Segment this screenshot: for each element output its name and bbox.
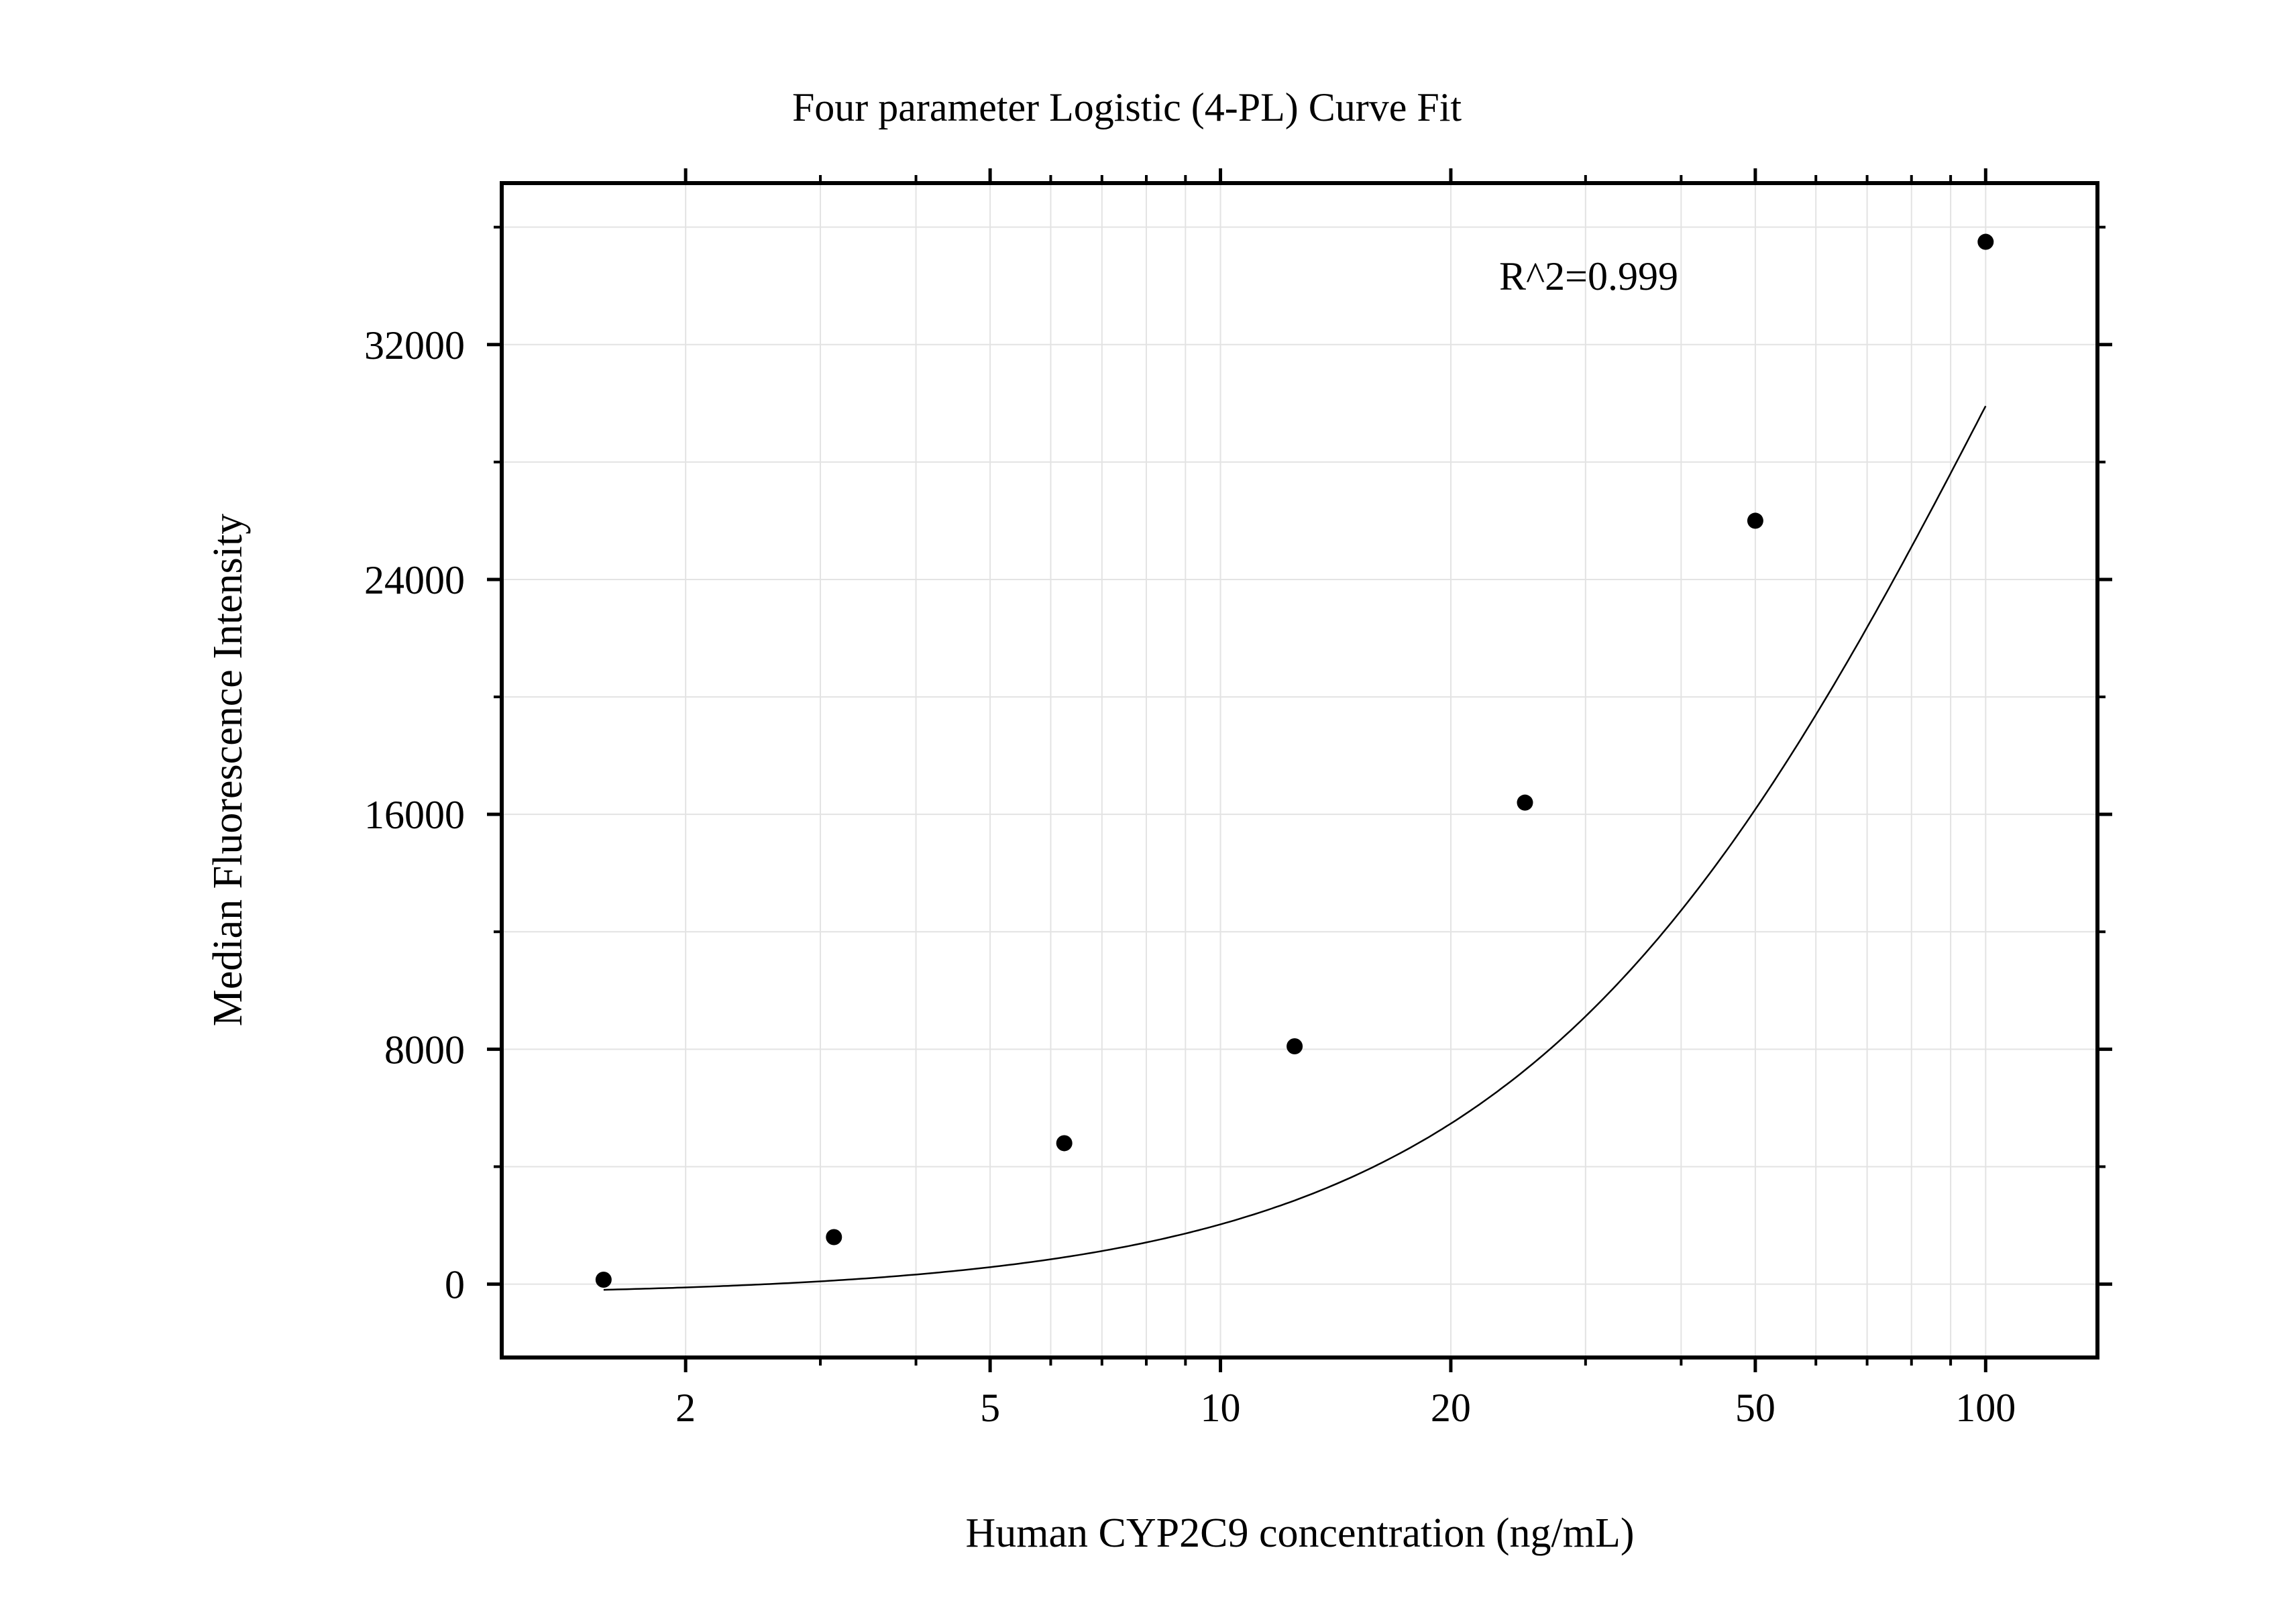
fit-curve-layer (603, 405, 1987, 1291)
fit-curve (603, 405, 1987, 1291)
x-tick-label: 20 (1431, 1386, 1471, 1430)
tick-labels: 2 5 10 20 50 100 0 8000 16000 24000 32000 (364, 323, 2016, 1430)
x-tick-label: 10 (1201, 1386, 1241, 1430)
plot-frame (500, 181, 2099, 1360)
r-squared-annotation: R^2=0.999 (1499, 254, 1678, 298)
x-tick-label: 100 (1955, 1386, 2016, 1430)
data-point (1287, 1038, 1303, 1054)
chart-title: Four parameter Logistic (4-PL) Curve Fit (792, 85, 1462, 129)
data-point (1747, 512, 1763, 529)
grid-layer (502, 183, 2097, 1357)
x-tick-label: 2 (675, 1386, 696, 1430)
data-point (1517, 794, 1533, 811)
y-tick-label: 0 (445, 1263, 465, 1307)
y-tick-label: 32000 (364, 323, 465, 368)
y-axis-label: Median Fluorescence Intensity (205, 514, 251, 1026)
data-point (595, 1271, 612, 1288)
y-tick-label: 16000 (364, 793, 465, 837)
x-axis-label: Human CYP2C9 concentration (ng/mL) (966, 1510, 1635, 1556)
data-point (1977, 233, 1994, 250)
x-tick-label: 5 (980, 1386, 1000, 1430)
minor-ticks (494, 175, 2106, 1366)
data-points (595, 233, 1994, 1288)
data-point (1056, 1135, 1073, 1152)
y-tick-label: 8000 (384, 1028, 465, 1072)
x-tick-label: 50 (1735, 1386, 1775, 1430)
data-point (826, 1229, 842, 1245)
y-tick-label: 24000 (364, 558, 465, 602)
major-ticks (487, 168, 2112, 1372)
